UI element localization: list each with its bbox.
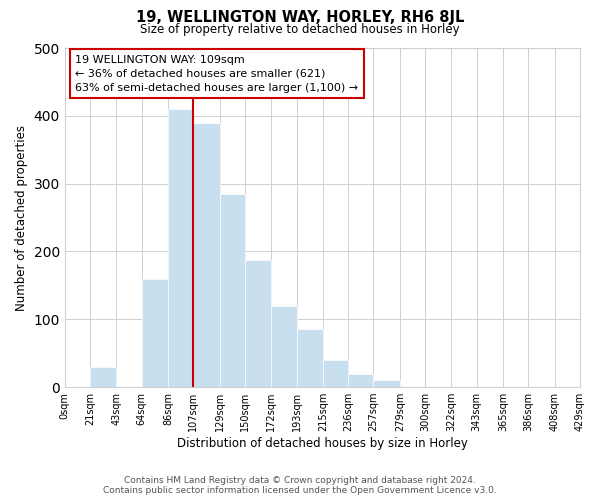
Bar	[348, 374, 373, 387]
Bar	[323, 360, 348, 387]
Text: Contains HM Land Registry data © Crown copyright and database right 2024.
Contai: Contains HM Land Registry data © Crown c…	[103, 476, 497, 495]
Bar	[142, 278, 168, 387]
Text: 19 WELLINGTON WAY: 109sqm
← 36% of detached houses are smaller (621)
63% of semi: 19 WELLINGTON WAY: 109sqm ← 36% of detac…	[75, 55, 358, 93]
Bar	[168, 109, 193, 387]
Bar	[90, 366, 116, 387]
Bar	[193, 122, 220, 387]
Y-axis label: Number of detached properties: Number of detached properties	[15, 124, 28, 310]
Bar	[296, 330, 323, 387]
Bar	[220, 194, 245, 387]
Bar	[373, 380, 400, 387]
Bar	[271, 306, 296, 387]
Text: Size of property relative to detached houses in Horley: Size of property relative to detached ho…	[140, 22, 460, 36]
Text: 19, WELLINGTON WAY, HORLEY, RH6 8JL: 19, WELLINGTON WAY, HORLEY, RH6 8JL	[136, 10, 464, 25]
Bar	[245, 260, 271, 387]
X-axis label: Distribution of detached houses by size in Horley: Distribution of detached houses by size …	[177, 437, 468, 450]
